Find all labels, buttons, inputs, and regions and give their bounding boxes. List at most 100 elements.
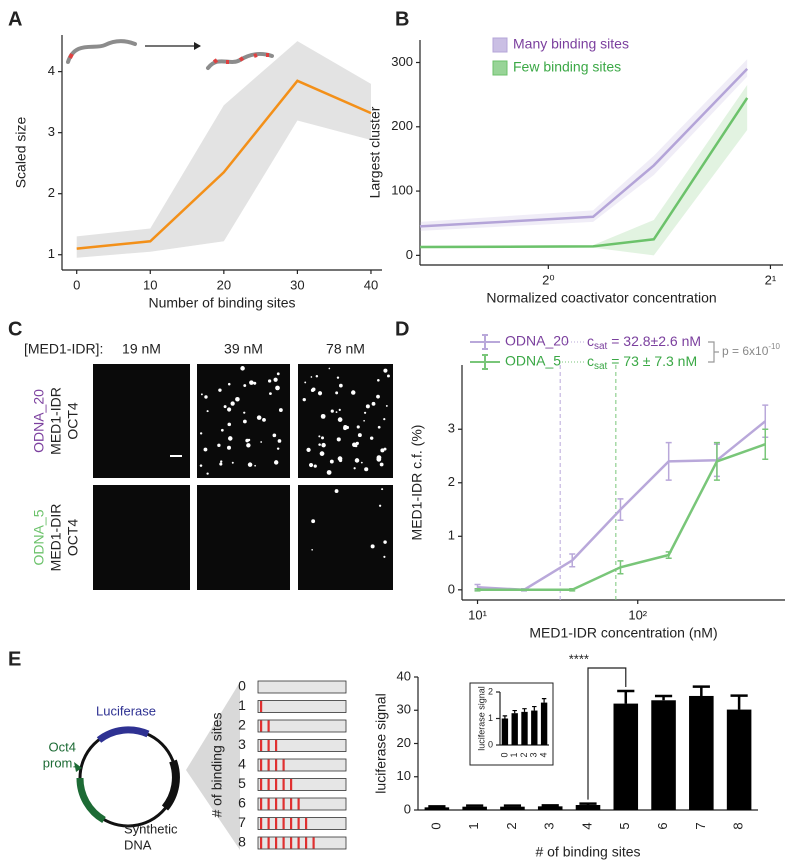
condensate xyxy=(310,376,313,378)
promoter-label: Oct4 xyxy=(49,739,76,754)
condensate xyxy=(199,432,203,435)
condensate xyxy=(381,488,384,491)
p-bracket xyxy=(708,341,719,363)
x-tick-label: 6 xyxy=(655,822,670,829)
condensate xyxy=(230,401,235,406)
y-axis-label: luciferase signal xyxy=(373,693,389,793)
condensate xyxy=(334,489,339,494)
csat-symbol: c xyxy=(587,353,594,369)
significance-label: **** xyxy=(569,651,589,666)
legend-label: Many binding sites xyxy=(513,36,629,52)
condensate xyxy=(343,426,348,431)
row-count: 1 xyxy=(238,697,246,713)
x-tick-label: 4 xyxy=(538,752,548,757)
y-tick-label: 2 xyxy=(448,474,455,489)
condensate xyxy=(365,404,370,409)
condensate xyxy=(329,459,334,464)
condensate xyxy=(260,441,263,443)
row-count: 4 xyxy=(238,756,246,772)
error-bar xyxy=(503,804,522,807)
x-axis-label: MED1-IDR concentration (nM) xyxy=(529,625,717,641)
condensate xyxy=(360,461,363,464)
condensate xyxy=(338,408,341,411)
y-tick-label: 1 xyxy=(448,528,455,543)
dna-row xyxy=(257,758,347,772)
binding-site xyxy=(312,837,315,849)
condensate xyxy=(383,418,386,421)
significance-bracket xyxy=(587,667,627,800)
panel-label: A xyxy=(8,8,22,30)
dna-label: Synthetic xyxy=(124,821,178,836)
condensate xyxy=(204,395,208,399)
row-label: ODNA_5 xyxy=(31,509,47,565)
binding-site xyxy=(282,779,285,790)
x-axis-label: # of binding sites xyxy=(535,844,640,860)
panel-label: E xyxy=(8,648,21,670)
condensate xyxy=(364,467,369,472)
p-text: p = 6x10 xyxy=(722,344,769,358)
condensate xyxy=(356,425,360,429)
bar xyxy=(613,703,639,810)
binding-site xyxy=(267,818,270,829)
error-bar xyxy=(665,441,672,481)
condensate xyxy=(339,383,343,388)
y-tick-label: 10 xyxy=(397,768,411,783)
condensate xyxy=(200,393,203,396)
error-bar xyxy=(617,560,624,575)
condensate xyxy=(383,540,387,544)
condensate xyxy=(318,435,321,438)
condensate xyxy=(380,448,385,453)
condensate xyxy=(355,441,359,446)
y-tick-label: 4 xyxy=(48,63,55,78)
x-axis-label: Normalized coactivator concentration xyxy=(486,290,716,306)
error-bar xyxy=(522,708,527,712)
condensate xyxy=(262,417,266,422)
condensate xyxy=(357,433,362,438)
binding-site xyxy=(275,779,278,790)
condensate xyxy=(219,462,223,466)
error-bar xyxy=(512,709,517,714)
binding-site xyxy=(290,818,293,829)
binding-site xyxy=(297,818,300,829)
condensate xyxy=(378,504,382,507)
micrograph xyxy=(93,485,190,590)
condensate xyxy=(351,390,356,395)
binding-site xyxy=(267,759,270,771)
condensate xyxy=(242,419,247,424)
legend-label: ODNA_5 xyxy=(505,353,561,369)
dna-row xyxy=(257,739,347,752)
dna-row xyxy=(257,700,347,713)
condensate xyxy=(273,460,279,465)
condensate xyxy=(317,391,323,396)
line xyxy=(76,79,372,250)
polymer-icon xyxy=(66,39,274,70)
condensate xyxy=(321,442,326,448)
error-bar xyxy=(428,805,446,808)
row-count: 5 xyxy=(238,775,246,791)
condensate xyxy=(387,374,390,378)
x-tick-label: 10² xyxy=(628,607,647,622)
condensate xyxy=(227,422,232,427)
inset-frame xyxy=(469,682,554,766)
y-tick-label: 2 xyxy=(488,686,493,696)
x-tick-label: 4 xyxy=(579,822,594,829)
error-bar xyxy=(541,804,559,807)
csat-symbol: c xyxy=(587,333,594,349)
micrograph xyxy=(197,485,290,590)
error-bar xyxy=(502,715,508,719)
condensate xyxy=(276,372,280,376)
bar xyxy=(500,806,525,810)
panel-label: D xyxy=(395,318,409,340)
condensate xyxy=(318,443,321,446)
bar xyxy=(531,710,538,745)
binding-site xyxy=(297,798,300,810)
condensate xyxy=(278,408,283,412)
condensate xyxy=(353,467,356,470)
legend-label: ODNA_20 xyxy=(505,333,569,349)
error-bar xyxy=(654,694,673,701)
condensate xyxy=(326,470,332,475)
y-tick-label: 1 xyxy=(48,246,55,261)
condensate xyxy=(206,410,209,413)
condensate xyxy=(223,405,227,409)
